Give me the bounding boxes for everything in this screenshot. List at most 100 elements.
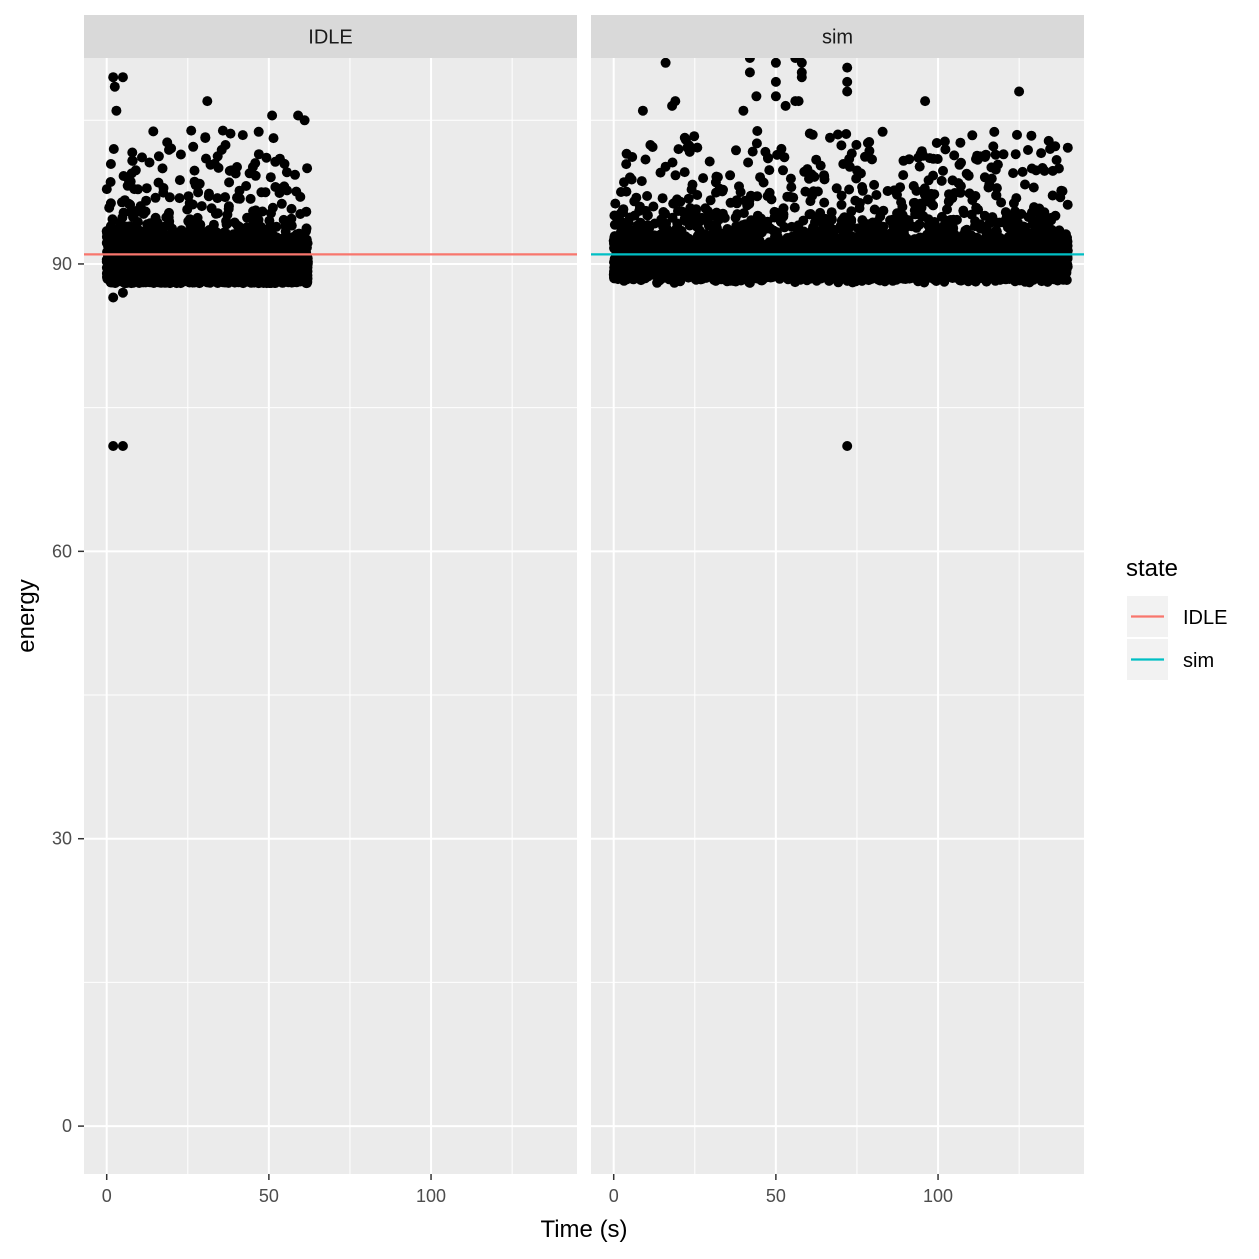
data-point — [122, 263, 133, 274]
data-point — [183, 191, 194, 202]
data-point — [164, 192, 175, 203]
data-point — [245, 254, 256, 265]
data-point — [205, 159, 216, 170]
data-point — [222, 209, 233, 220]
data-point — [187, 247, 198, 258]
data-point — [151, 255, 162, 266]
data-point — [164, 144, 174, 155]
data-point — [130, 223, 141, 234]
data-point — [276, 198, 287, 209]
data-point — [171, 277, 182, 287]
data-point — [154, 266, 165, 277]
data-point — [224, 177, 235, 188]
data-point — [185, 276, 196, 287]
data-point — [301, 223, 312, 234]
data-point — [174, 175, 185, 186]
data-point — [158, 183, 169, 193]
data-point — [232, 162, 242, 172]
data-point — [786, 182, 797, 193]
data-point — [130, 165, 141, 176]
data-point — [242, 212, 253, 223]
data-point — [105, 221, 116, 232]
data-point — [201, 227, 212, 238]
data-point — [144, 157, 155, 168]
data-point — [196, 240, 207, 251]
data-point — [282, 185, 292, 196]
data-point — [200, 133, 211, 143]
data-point — [268, 133, 279, 144]
data-point — [270, 182, 281, 192]
data-point — [1012, 129, 1022, 140]
data-point — [267, 202, 278, 213]
data-point — [164, 265, 175, 276]
data-point — [182, 257, 193, 267]
data-point — [259, 277, 270, 288]
data-point-outlier — [108, 292, 119, 303]
data-point — [949, 150, 960, 161]
data-point — [264, 215, 275, 226]
data-point — [137, 152, 147, 163]
data-point — [262, 225, 273, 235]
data-point — [250, 170, 261, 181]
data-point — [857, 185, 868, 196]
data-point — [132, 184, 143, 195]
data-point — [295, 209, 306, 219]
data-point — [670, 170, 681, 181]
data-point — [245, 193, 256, 204]
data-point — [206, 203, 217, 214]
data-point — [1028, 182, 1039, 193]
data-point — [1036, 148, 1047, 159]
data-point — [846, 148, 857, 159]
data-point — [174, 193, 185, 204]
data-point — [877, 126, 888, 137]
data-point — [683, 193, 694, 204]
data-point — [261, 152, 272, 163]
data-point — [229, 217, 240, 228]
data-point-outlier — [108, 441, 119, 451]
data-point-outlier — [109, 81, 120, 92]
data-point — [127, 155, 138, 166]
data-point — [105, 159, 116, 169]
data-point — [151, 276, 162, 287]
data-point — [807, 129, 818, 140]
data-point — [270, 258, 281, 269]
data-point — [636, 176, 647, 187]
data-point — [679, 167, 690, 178]
data-point — [175, 149, 186, 160]
data-point — [296, 265, 307, 276]
data-point — [139, 258, 150, 269]
data-point — [752, 126, 763, 136]
data-point — [128, 212, 139, 223]
data-point — [234, 185, 245, 196]
data-point-outlier — [108, 72, 119, 83]
data-point — [871, 190, 882, 200]
data-point-outlier — [117, 441, 128, 451]
data-point — [243, 276, 254, 287]
data-point — [145, 218, 156, 229]
data-point — [260, 187, 271, 198]
data-point — [1062, 199, 1073, 210]
data-point — [189, 165, 200, 176]
data-point — [1026, 130, 1037, 141]
data-point — [175, 232, 186, 243]
data-point — [251, 243, 262, 254]
data-point — [150, 192, 161, 203]
data-point — [174, 264, 185, 275]
data-point-outlier — [202, 96, 213, 107]
data-point — [250, 205, 261, 216]
data-point — [836, 140, 847, 151]
data-point — [212, 257, 223, 268]
data-point — [204, 188, 214, 199]
data-point — [253, 149, 264, 160]
data-point — [193, 220, 204, 230]
data-point — [302, 163, 313, 174]
data-point — [205, 247, 216, 258]
data-point — [186, 125, 197, 136]
data-point — [293, 251, 304, 262]
data-point — [250, 158, 261, 169]
data-point — [657, 193, 668, 204]
data-point — [142, 234, 153, 245]
data-point — [194, 178, 205, 189]
data-point — [290, 169, 300, 180]
